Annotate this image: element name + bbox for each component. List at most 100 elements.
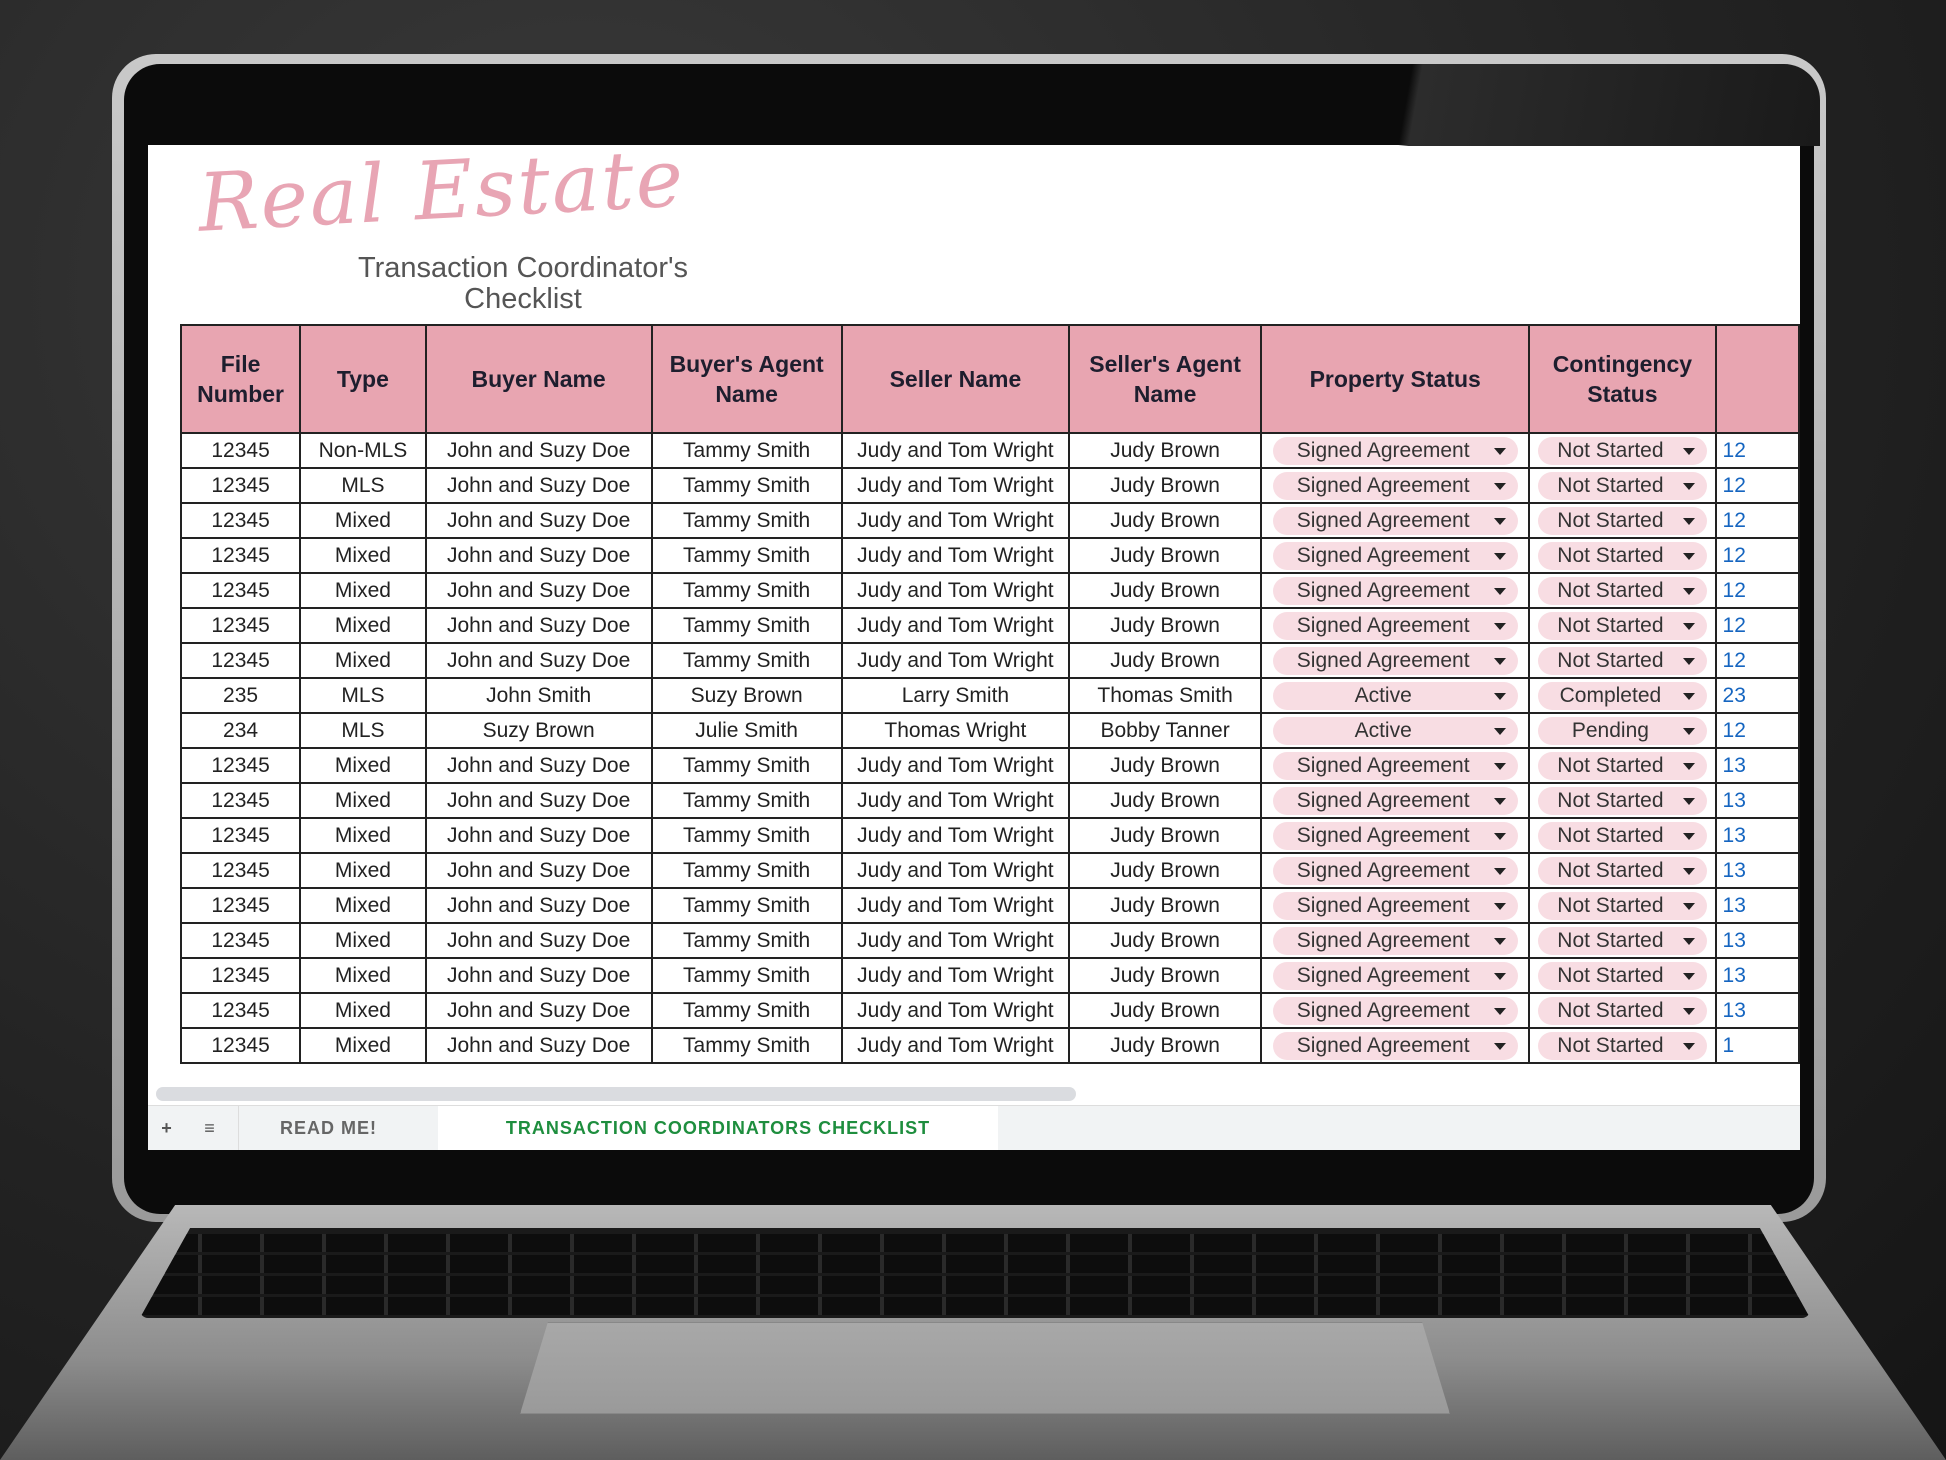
table-cell[interactable]: Bobby Tanner xyxy=(1068,712,1263,749)
table-cell[interactable]: John and Suzy Doe xyxy=(424,572,653,609)
table-cell[interactable]: John and Suzy Doe xyxy=(424,852,653,889)
table-cell[interactable]: 13 xyxy=(1714,887,1800,924)
dropdown-arrow-icon[interactable] xyxy=(1683,447,1696,455)
table-cell[interactable]: Judy Brown xyxy=(1068,1027,1263,1064)
status-chip[interactable]: Signed Agreement xyxy=(1272,751,1518,780)
table-cell[interactable]: Tammy Smith xyxy=(650,817,843,854)
table-cell[interactable]: Mixed xyxy=(299,1027,427,1064)
contingency-status-dropdown[interactable]: Not Started xyxy=(1528,1027,1717,1064)
table-cell[interactable]: John and Suzy Doe xyxy=(424,817,653,854)
table-cell[interactable]: Tammy Smith xyxy=(650,537,843,574)
table-cell[interactable]: Tammy Smith xyxy=(650,852,843,889)
status-chip[interactable]: Not Started xyxy=(1537,891,1708,920)
property-status-dropdown[interactable]: Signed Agreement xyxy=(1260,432,1531,469)
table-cell[interactable]: John and Suzy Doe xyxy=(424,432,653,469)
table-cell[interactable]: 235 xyxy=(179,677,302,714)
table-cell[interactable]: 12345 xyxy=(179,852,302,889)
table-cell[interactable]: MLS xyxy=(299,712,427,749)
property-status-dropdown[interactable]: Signed Agreement xyxy=(1260,782,1531,819)
dropdown-arrow-icon[interactable] xyxy=(1683,972,1696,980)
dropdown-arrow-icon[interactable] xyxy=(1683,762,1696,770)
property-status-dropdown[interactable]: Signed Agreement xyxy=(1260,572,1531,609)
table-cell[interactable]: Judy and Tom Wright xyxy=(840,607,1071,644)
table-cell[interactable]: Tammy Smith xyxy=(650,887,843,924)
table-cell[interactable]: Judy Brown xyxy=(1068,887,1263,924)
table-cell[interactable]: Mixed xyxy=(299,817,427,854)
table-cell[interactable]: Judy and Tom Wright xyxy=(840,467,1071,504)
table-cell[interactable]: John and Suzy Doe xyxy=(424,782,653,819)
sheet-tab-checklist[interactable]: TRANSACTION COORDINATORS CHECKLIST xyxy=(438,1106,998,1150)
table-cell[interactable]: Judy Brown xyxy=(1068,992,1263,1029)
table-cell[interactable]: Tammy Smith xyxy=(650,432,843,469)
table-cell[interactable]: Tammy Smith xyxy=(650,467,843,504)
status-chip[interactable]: Signed Agreement xyxy=(1272,436,1518,465)
property-status-dropdown[interactable]: Active xyxy=(1260,712,1531,749)
table-cell[interactable]: Mixed xyxy=(299,642,427,679)
property-status-dropdown[interactable]: Signed Agreement xyxy=(1260,957,1531,994)
dropdown-arrow-icon[interactable] xyxy=(1683,552,1696,560)
table-cell[interactable]: Judy and Tom Wright xyxy=(840,572,1071,609)
table-cell[interactable]: 12345 xyxy=(179,1027,302,1064)
dropdown-arrow-icon[interactable] xyxy=(1683,902,1696,910)
table-cell[interactable]: 12345 xyxy=(179,817,302,854)
dropdown-arrow-icon[interactable] xyxy=(1493,1007,1506,1015)
table-cell[interactable]: Tammy Smith xyxy=(650,922,843,959)
dropdown-arrow-icon[interactable] xyxy=(1493,972,1506,980)
table-cell[interactable]: John and Suzy Doe xyxy=(424,887,653,924)
table-cell[interactable]: Judy and Tom Wright xyxy=(840,642,1071,679)
dropdown-arrow-icon[interactable] xyxy=(1493,902,1506,910)
contingency-status-dropdown[interactable]: Not Started xyxy=(1528,922,1717,959)
status-chip[interactable]: Not Started xyxy=(1537,611,1708,640)
dropdown-arrow-icon[interactable] xyxy=(1683,517,1696,525)
table-cell[interactable]: Thomas Smith xyxy=(1068,677,1263,714)
contingency-status-dropdown[interactable]: Not Started xyxy=(1528,817,1717,854)
status-chip[interactable]: Signed Agreement xyxy=(1272,856,1518,885)
status-chip[interactable]: Not Started xyxy=(1537,751,1708,780)
dropdown-arrow-icon[interactable] xyxy=(1683,832,1696,840)
table-cell[interactable]: 12 xyxy=(1714,537,1800,574)
status-chip[interactable]: Signed Agreement xyxy=(1272,471,1518,500)
dropdown-arrow-icon[interactable] xyxy=(1493,552,1506,560)
table-cell[interactable]: 12345 xyxy=(179,642,302,679)
status-chip[interactable]: Not Started xyxy=(1537,786,1708,815)
table-cell[interactable]: MLS xyxy=(299,467,427,504)
table-cell[interactable]: Judy Brown xyxy=(1068,957,1263,994)
table-cell[interactable]: 13 xyxy=(1714,817,1800,854)
table-cell[interactable]: 12345 xyxy=(179,782,302,819)
table-cell[interactable]: Tammy Smith xyxy=(650,957,843,994)
contingency-status-dropdown[interactable]: Not Started xyxy=(1528,852,1717,889)
dropdown-arrow-icon[interactable] xyxy=(1493,832,1506,840)
table-cell[interactable]: Judy Brown xyxy=(1068,922,1263,959)
table-cell[interactable]: Mixed xyxy=(299,852,427,889)
dropdown-arrow-icon[interactable] xyxy=(1493,937,1506,945)
contingency-status-dropdown[interactable]: Completed xyxy=(1528,677,1717,714)
table-cell[interactable]: Judy and Tom Wright xyxy=(840,782,1071,819)
dropdown-arrow-icon[interactable] xyxy=(1683,867,1696,875)
dropdown-arrow-icon[interactable] xyxy=(1493,1042,1506,1050)
property-status-dropdown[interactable]: Signed Agreement xyxy=(1260,1027,1531,1064)
table-cell[interactable]: Judy Brown xyxy=(1068,782,1263,819)
property-status-dropdown[interactable]: Signed Agreement xyxy=(1260,467,1531,504)
table-cell[interactable]: Judy and Tom Wright xyxy=(840,852,1071,889)
property-status-dropdown[interactable]: Signed Agreement xyxy=(1260,607,1531,644)
table-cell[interactable]: Julie Smith xyxy=(650,712,843,749)
table-cell[interactable]: Judy and Tom Wright xyxy=(840,887,1071,924)
contingency-status-dropdown[interactable]: Not Started xyxy=(1528,467,1717,504)
status-chip[interactable]: Not Started xyxy=(1537,821,1708,850)
status-chip[interactable]: Signed Agreement xyxy=(1272,891,1518,920)
table-cell[interactable]: Larry Smith xyxy=(840,677,1071,714)
dropdown-arrow-icon[interactable] xyxy=(1493,517,1506,525)
table-cell[interactable]: John and Suzy Doe xyxy=(424,502,653,539)
table-cell[interactable]: Judy Brown xyxy=(1068,642,1263,679)
contingency-status-dropdown[interactable]: Not Started xyxy=(1528,502,1717,539)
dropdown-arrow-icon[interactable] xyxy=(1493,692,1506,700)
table-cell[interactable]: 12345 xyxy=(179,467,302,504)
table-cell[interactable]: Judy Brown xyxy=(1068,747,1263,784)
table-cell[interactable]: Judy and Tom Wright xyxy=(840,922,1071,959)
table-cell[interactable]: 12 xyxy=(1714,712,1800,749)
add-sheet-icon[interactable]: + xyxy=(161,1118,173,1138)
table-cell[interactable]: 12345 xyxy=(179,992,302,1029)
table-cell[interactable]: Judy and Tom Wright xyxy=(840,992,1071,1029)
table-cell[interactable]: Mixed xyxy=(299,747,427,784)
status-chip[interactable]: Not Started xyxy=(1537,961,1708,990)
